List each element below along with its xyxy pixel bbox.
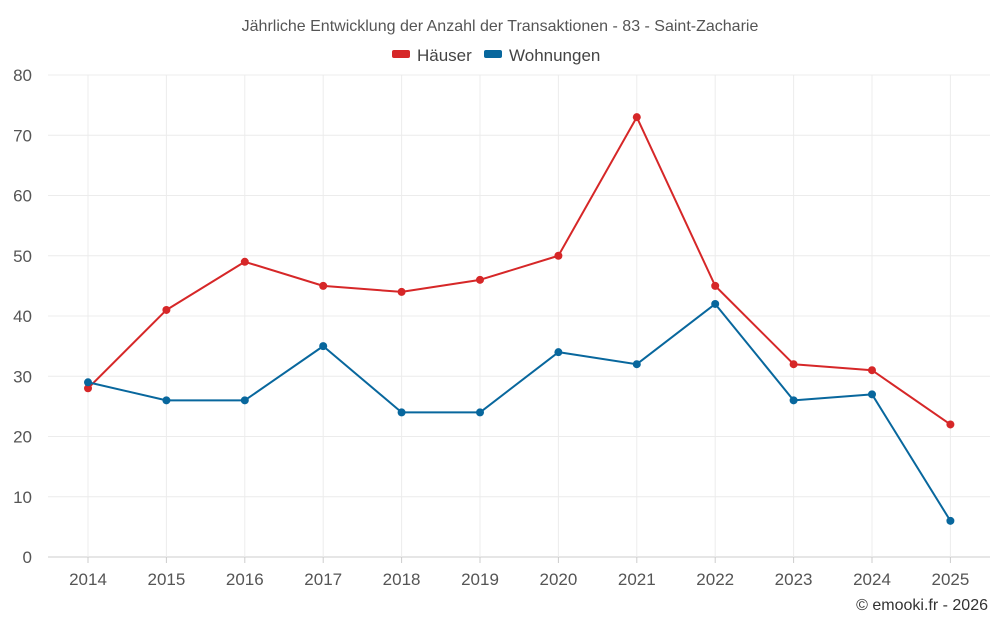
x-tick-label: 2015 [147,570,185,589]
legend-label-haeuser[interactable]: Häuser [417,46,472,65]
grid [48,74,990,558]
y-tick-label: 40 [13,307,32,326]
data-point-haeuser[interactable] [397,287,406,296]
data-point-haeuser[interactable] [711,281,720,290]
data-point-haeuser[interactable] [554,251,563,260]
data-point-haeuser[interactable] [476,275,484,284]
legend-label-wohnungen[interactable]: Wohnungen [509,46,600,65]
series-line-haeuser [87,116,951,426]
data-point-wohnungen[interactable] [476,408,484,417]
legend: Häuser Wohnungen [392,46,600,65]
chart-title: Jährliche Entwicklung der Anzahl der Tra… [242,18,759,35]
legend-swatch-haeuser[interactable] [392,50,410,58]
data-point-wohnungen[interactable] [554,348,563,357]
data-point-wohnungen[interactable] [632,360,641,369]
data-point-wohnungen[interactable] [789,396,798,405]
y-tick-label: 60 [13,187,32,206]
data-point-haeuser[interactable] [319,281,328,290]
data-point-wohnungen[interactable] [711,299,720,308]
y-tick-label: 10 [13,488,32,507]
x-tick-label: 2016 [226,570,264,589]
y-axis: 0 10 20 30 40 50 60 70 80 [13,66,32,567]
x-tick-label: 2024 [853,570,891,589]
legend-swatch-wohnungen[interactable] [484,50,502,58]
x-tick-label: 2019 [461,570,499,589]
series-haeuser [84,113,955,429]
series-wohnungen [84,299,955,525]
data-point-haeuser[interactable] [789,360,798,369]
x-tick-label: 2020 [539,570,577,589]
data-point-wohnungen[interactable] [319,342,328,351]
data-point-wohnungen[interactable] [84,378,92,387]
x-tick-label: 2022 [696,570,734,589]
y-tick-label: 70 [13,126,32,145]
y-tick-label: 80 [13,66,32,85]
y-tick-label: 50 [13,247,32,266]
data-point-haeuser[interactable] [162,305,171,314]
x-tick-label: 2017 [304,570,342,589]
y-tick-label: 20 [13,428,32,447]
x-axis: 2014 2015 2016 2017 2018 2019 2020 2021 2022 2023… [69,557,969,589]
data-point-haeuser[interactable] [240,257,249,266]
data-point-haeuser[interactable] [868,366,876,375]
credit-text: © emooki.fr - 2026 [856,597,988,614]
data-point-wohnungen[interactable] [868,390,876,399]
data-point-haeuser[interactable] [84,384,92,393]
y-tick-label: 0 [23,548,32,567]
x-tick-label: 2014 [69,570,107,589]
data-point-wohnungen[interactable] [397,408,406,417]
series [84,113,955,525]
data-point-wohnungen[interactable] [240,396,249,405]
y-tick-label: 30 [13,367,32,386]
x-tick-label: 2018 [383,570,421,589]
x-tick-label: 2023 [775,570,813,589]
x-tick-label: 2025 [931,570,969,589]
series-line-wohnungen [87,302,952,522]
x-tick-label: 2021 [618,570,656,589]
data-point-haeuser[interactable] [946,420,955,429]
data-point-haeuser[interactable] [632,113,641,122]
data-point-wohnungen[interactable] [162,396,171,405]
data-point-wohnungen[interactable] [946,516,955,525]
